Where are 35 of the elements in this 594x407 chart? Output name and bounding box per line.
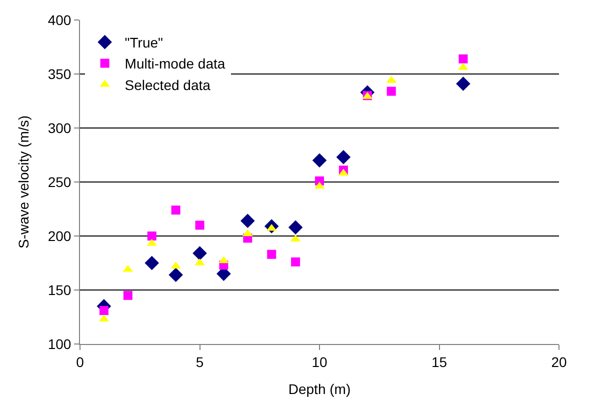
point (123, 290, 132, 300)
x-tick-label: 5 (196, 354, 204, 370)
y-tick-label: 350 (48, 66, 72, 82)
point (195, 220, 204, 230)
point (291, 257, 300, 266)
point (171, 206, 180, 215)
point (144, 256, 159, 270)
point (458, 54, 468, 64)
legend-label: Multi-mode data (124, 56, 226, 72)
point (192, 246, 207, 260)
point (240, 214, 255, 228)
point (288, 220, 303, 235)
y-tick-label: 150 (48, 282, 72, 298)
point (99, 306, 108, 316)
point (386, 86, 396, 96)
point (147, 232, 156, 240)
point (336, 150, 351, 164)
y-tick-label: 400 (48, 12, 72, 28)
y-tick-label: 250 (48, 174, 72, 190)
point (168, 268, 183, 282)
point (312, 153, 327, 168)
y-axis-title: S-wave velocity (m/s) (15, 115, 32, 249)
y-tick-label: 200 (48, 228, 72, 244)
point (218, 256, 229, 264)
point (456, 76, 470, 91)
legend-label: "True" (124, 34, 164, 51)
y-tick-label: 300 (48, 120, 72, 136)
x-tick-label: 15 (431, 354, 448, 370)
legend-label: Selected data (124, 76, 211, 93)
x-tick-label: 10 (312, 354, 328, 370)
x-axis-title: Depth (m) (288, 381, 351, 398)
y-tick-label: 100 (48, 336, 72, 352)
x-tick-label: 20 (551, 354, 567, 370)
x-tick-label: 0 (76, 354, 84, 370)
point (267, 250, 276, 259)
